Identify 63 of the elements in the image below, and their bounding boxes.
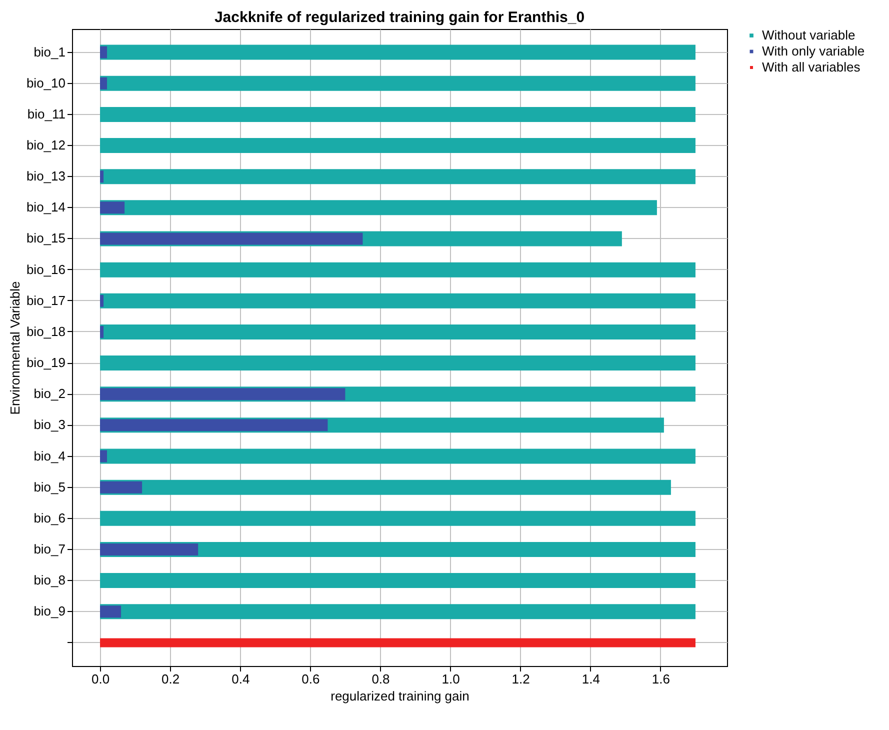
bar (100, 450, 108, 462)
legend-label: With all variables (762, 60, 861, 74)
bar (100, 170, 104, 183)
x-tick-label: 1.0 (442, 672, 460, 686)
y-tick-label: bio_15 (26, 230, 66, 246)
y-tick-label: bio_3 (34, 417, 66, 432)
y-tick-label: bio_2 (34, 386, 66, 402)
y-tick-label: bio_4 (34, 448, 66, 464)
bar (100, 606, 122, 618)
x-tick-label: 0.2 (162, 672, 180, 686)
y-tick-label: bio_18 (26, 324, 66, 339)
bar (100, 200, 657, 216)
y-tick-label: bio_13 (26, 168, 66, 184)
bar (100, 202, 125, 214)
bar (100, 419, 328, 432)
y-tick-label: bio_1 (34, 44, 66, 60)
x-tick-label: 1.4 (582, 672, 600, 686)
y-tick-label: bio_14 (26, 200, 66, 215)
bar (100, 106, 696, 122)
bar (100, 448, 696, 464)
x-tick-label: 0.6 (302, 672, 320, 686)
bar (100, 138, 696, 154)
x-tick-label: 0.0 (91, 672, 110, 686)
bar (100, 44, 696, 60)
bar (100, 388, 346, 400)
bar (100, 326, 104, 338)
y-tick-label: bio_10 (26, 75, 66, 90)
legend-label: With only variable (762, 44, 865, 58)
x-tick-label: 0.4 (232, 672, 250, 686)
bar (100, 169, 696, 184)
bar (100, 293, 696, 308)
legend-label: Without variable (762, 28, 856, 42)
bar (100, 510, 696, 526)
bar (100, 573, 696, 588)
bar (100, 294, 104, 307)
bar (100, 356, 696, 371)
y-tick-label: bio_16 (26, 262, 66, 277)
y-tick-label: bio_7 (34, 541, 66, 556)
bar (100, 638, 696, 648)
x-axis-title: regularized training gain (330, 688, 470, 704)
bar (100, 77, 108, 90)
x-tick-label: 0.8 (372, 672, 390, 686)
y-tick-label: bio_17 (26, 292, 66, 308)
y-axis-title: Environmental Variable (7, 281, 22, 415)
y-tick-label: bio_6 (34, 510, 66, 526)
chart-title: Jackknife of regularized training gain for Eranthis_0 (214, 9, 585, 26)
bar (100, 76, 696, 91)
y-tick-label: bio_9 (34, 604, 66, 619)
bar (100, 480, 671, 495)
y-tick-label: bio_19 (26, 355, 66, 370)
bar (100, 481, 142, 494)
bar (100, 46, 108, 58)
bar (100, 232, 363, 245)
y-tick-label: bio_11 (27, 106, 66, 122)
x-tick-label: 1.2 (512, 672, 530, 686)
y-tick-label: bio_12 (26, 138, 66, 153)
y-tick-label: bio_5 (34, 479, 66, 494)
bar (100, 604, 696, 620)
y-tick-label: bio_8 (34, 572, 66, 588)
bar (100, 543, 198, 556)
bar (100, 324, 696, 340)
x-tick-label: 1.6 (652, 672, 670, 686)
bar (100, 262, 696, 278)
